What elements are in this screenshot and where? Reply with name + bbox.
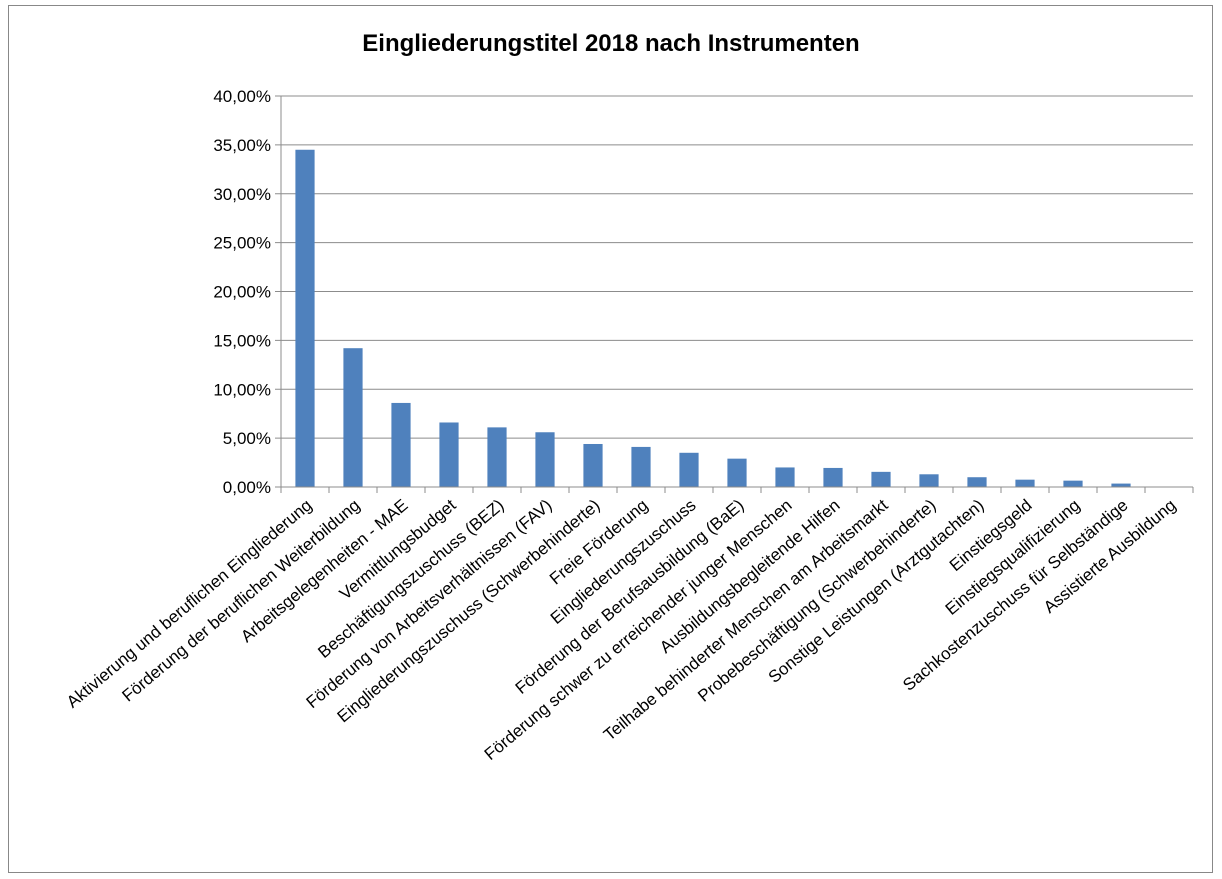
- bar: [823, 467, 843, 487]
- bars: [295, 149, 1179, 487]
- bar: [391, 402, 411, 487]
- bar: [583, 443, 603, 487]
- y-tick-label: 15,00%: [213, 331, 271, 350]
- bar: [343, 348, 363, 487]
- x-tick-label: Förderung der beruflichen Weiterbildung: [118, 496, 363, 706]
- bar: [295, 149, 315, 487]
- axes: [280, 96, 1194, 493]
- y-tick-label: 5,00%: [223, 429, 271, 448]
- y-tick-label: 35,00%: [213, 136, 271, 155]
- bar: [775, 467, 795, 487]
- y-tick-label: 30,00%: [213, 185, 271, 204]
- bar: [1111, 483, 1131, 487]
- y-tick-label: 10,00%: [213, 380, 271, 399]
- y-tick-label: 0,00%: [223, 478, 271, 497]
- gridlines: [275, 95, 1193, 488]
- bar: [535, 432, 555, 487]
- chart-frame: [8, 5, 1213, 873]
- bar: [439, 422, 459, 487]
- bar: [1063, 480, 1083, 487]
- bar: [631, 446, 651, 487]
- y-tick-label: 40,00%: [213, 87, 271, 106]
- bar: [727, 458, 747, 487]
- bar: [487, 427, 507, 487]
- chart-title: Eingliederungstitel 2018 nach Instrument…: [362, 30, 860, 57]
- bar: [967, 477, 987, 487]
- bar: [1015, 479, 1035, 487]
- y-tick-label: 25,00%: [213, 234, 271, 253]
- x-tick-labels: Aktivierung und beruflichen Eingliederun…: [63, 495, 1180, 764]
- bar: [871, 471, 891, 487]
- bar: [919, 474, 939, 487]
- y-tick-labels: 0,00% 5,00% 10,00% 15,00% 20,00% 25,00% 30,00%…: [213, 87, 271, 497]
- y-tick-label: 20,00%: [213, 283, 271, 302]
- bar: [679, 452, 699, 487]
